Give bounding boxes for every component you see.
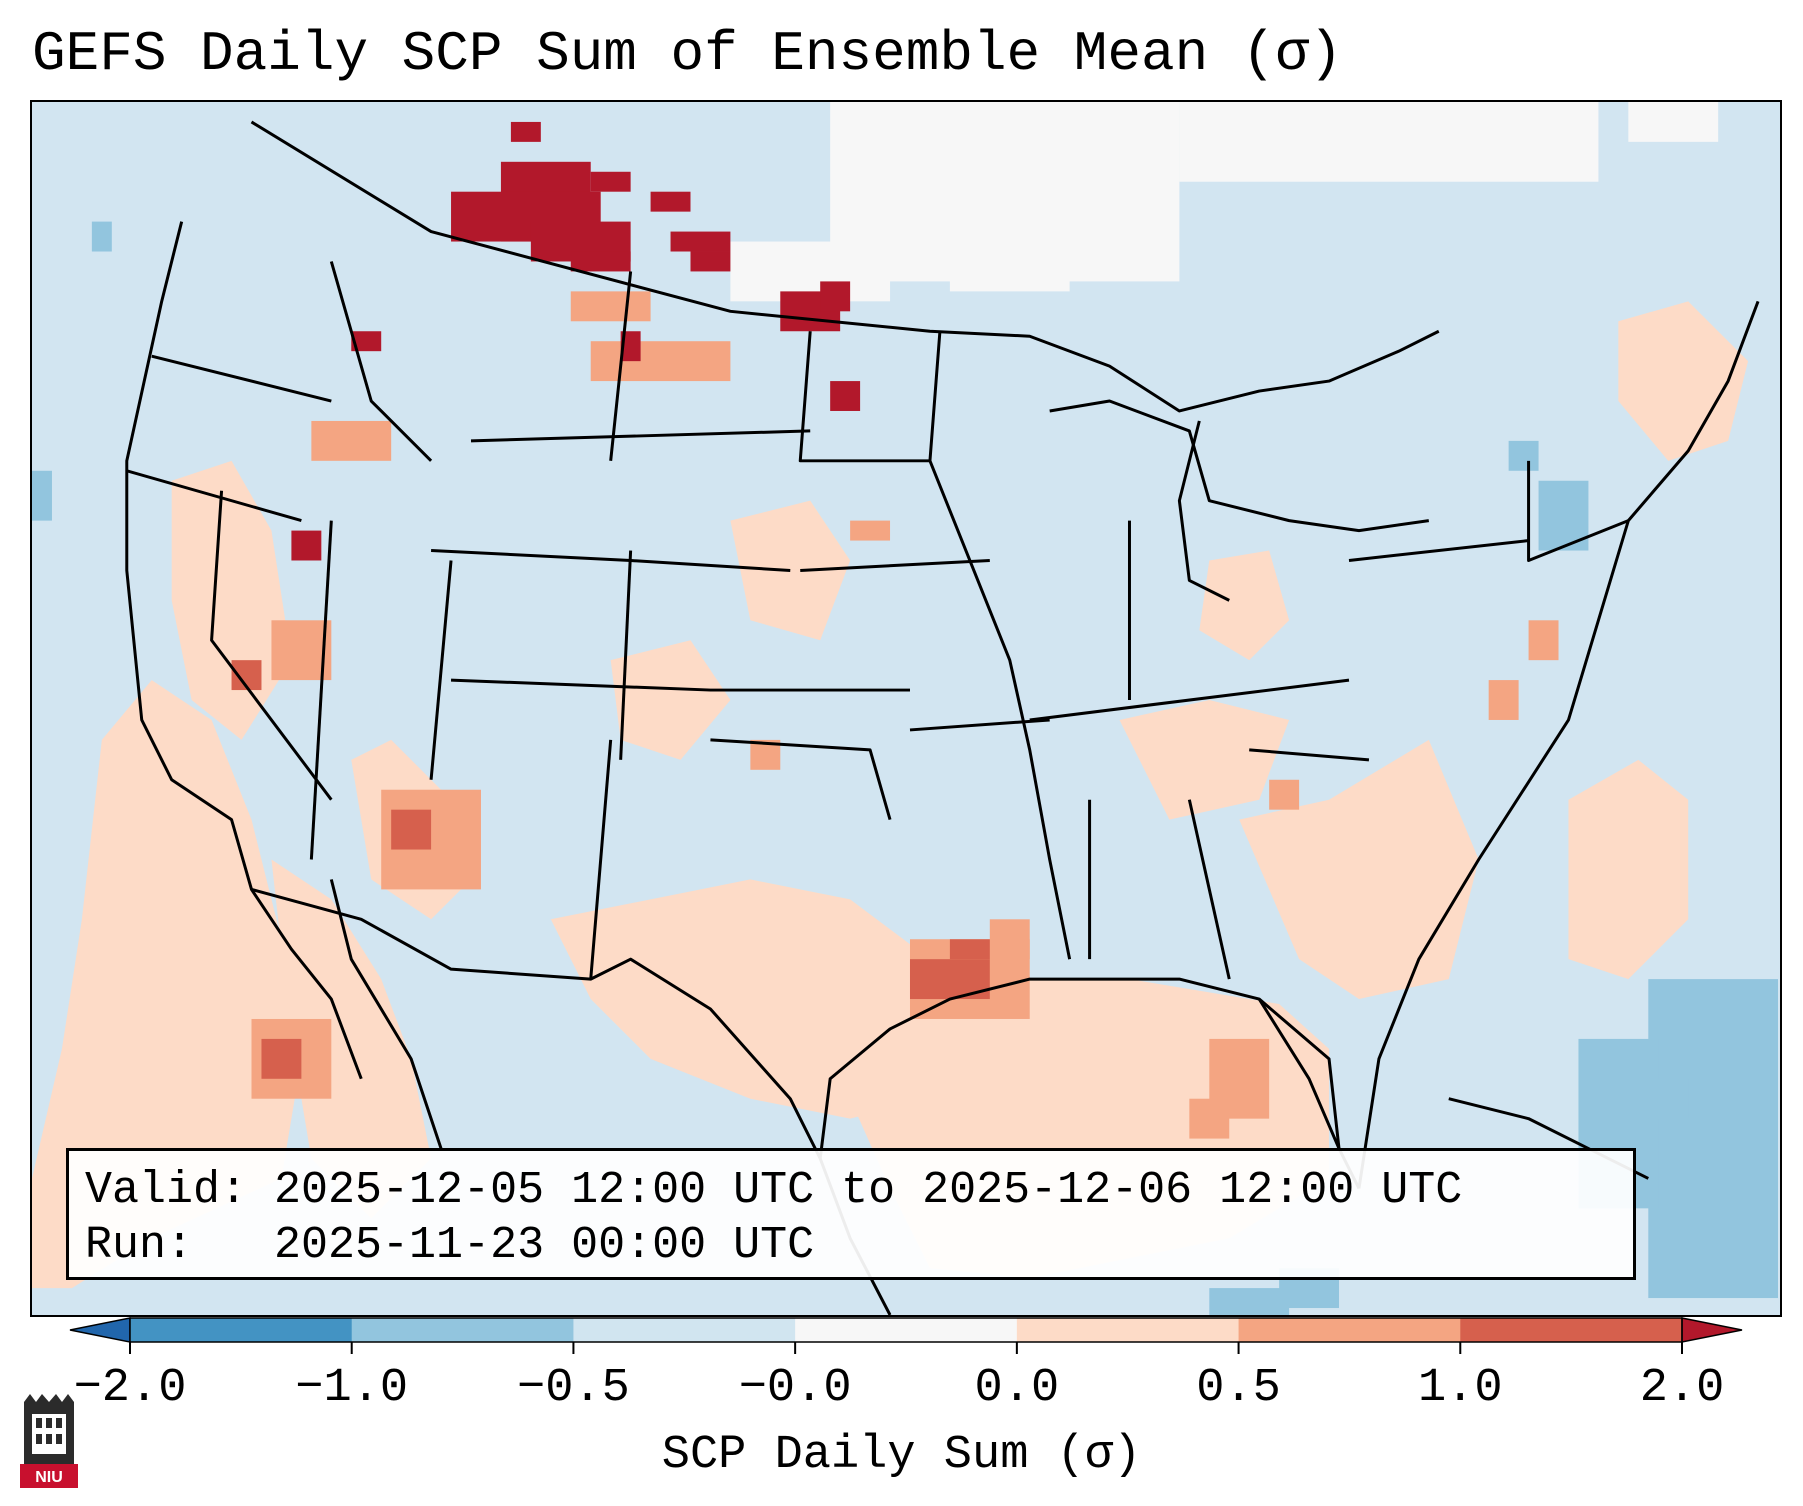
great-lakes [1049,399,1430,533]
colorbar-bin-0 [130,1318,353,1342]
colorbar-tick-label: 0.0 [974,1362,1060,1415]
colorbar-tick-label: 0.5 [1196,1362,1281,1415]
colorbar-extend-high [1681,1317,1743,1343]
state-sc-nc [1249,748,1370,762]
state-wy-ne [431,549,791,572]
state-ok-tx [710,738,892,821]
state-ks-ok [450,678,910,692]
state-pa-ny [1348,539,1529,562]
colorbar-bin-3 [795,1318,1018,1342]
colorbar-tick-label: 2.0 [1639,1362,1725,1415]
state-north-plains [470,429,811,443]
niu-logo-icon: NIU [20,1394,78,1490]
baja-california [329,879,443,1150]
colorbar-bin-2 [573,1318,796,1342]
boundaries [125,120,1760,1315]
colorbar-bin-6 [1460,1318,1683,1342]
colorbar-outline [129,1317,1683,1343]
state-mn [798,331,942,463]
map-panel [30,100,1782,1317]
logo-text: NIU [35,1469,63,1486]
state-ia-mo [800,558,990,572]
gulf-coast [818,977,1341,1159]
colorbar-bin-4 [1016,1318,1240,1342]
run-time: Run: 2025-11-23 00:00 UTC [85,1220,815,1271]
colorbar-tick-label: −1.0 [295,1362,409,1415]
state-ga-al [1187,799,1231,980]
info-box: Valid: 2025-12-05 12:00 UTC to 2025-12-0… [66,1148,1636,1280]
colorbar-extend-low [69,1317,131,1343]
state-mt-nd [609,271,633,461]
state-mo-ar [909,718,1050,732]
state-nm-tx [589,739,613,980]
colorbar-bin-1 [351,1318,574,1342]
colorbar-tick-label: −0.0 [738,1362,852,1415]
east-coast [1357,300,1760,1189]
map-svg [32,102,1779,1315]
positive-anomaly-extreme [291,121,861,561]
colorbar [69,1317,1743,1354]
colorbar-tick-label: 1.0 [1417,1362,1503,1415]
state-tn-ky [1029,678,1350,722]
state-co-ks [619,550,633,760]
chart-title: GEFS Daily SCP Sum of Ensemble Mean (σ) [32,22,1343,86]
state-id-mt [329,261,433,462]
state-ca-nv [210,490,333,801]
state-ut-co [429,560,453,780]
near-zero-region [730,102,1719,302]
state-miss-river [928,460,1072,960]
state-nv-ut [309,520,333,860]
us-west-coast [125,221,363,1080]
state-or-ca [126,469,302,523]
colorbar-tick-label: −2.0 [73,1362,187,1415]
lake-michigan [1177,420,1230,602]
state-wa-or [151,354,332,403]
colorbar-label: SCP Daily Sum (σ) [661,1429,1142,1482]
colorbar-bin-5 [1238,1318,1461,1342]
state-new-england [1527,460,1629,562]
positive-anomaly-light [32,301,1749,1289]
colorbar-svg [69,1317,1743,1354]
valid-time: Valid: 2025-12-05 12:00 UTC to 2025-12-0… [85,1165,1463,1216]
colorbar-tick-label: −0.5 [517,1362,630,1415]
us-mexico-border [251,887,822,1160]
